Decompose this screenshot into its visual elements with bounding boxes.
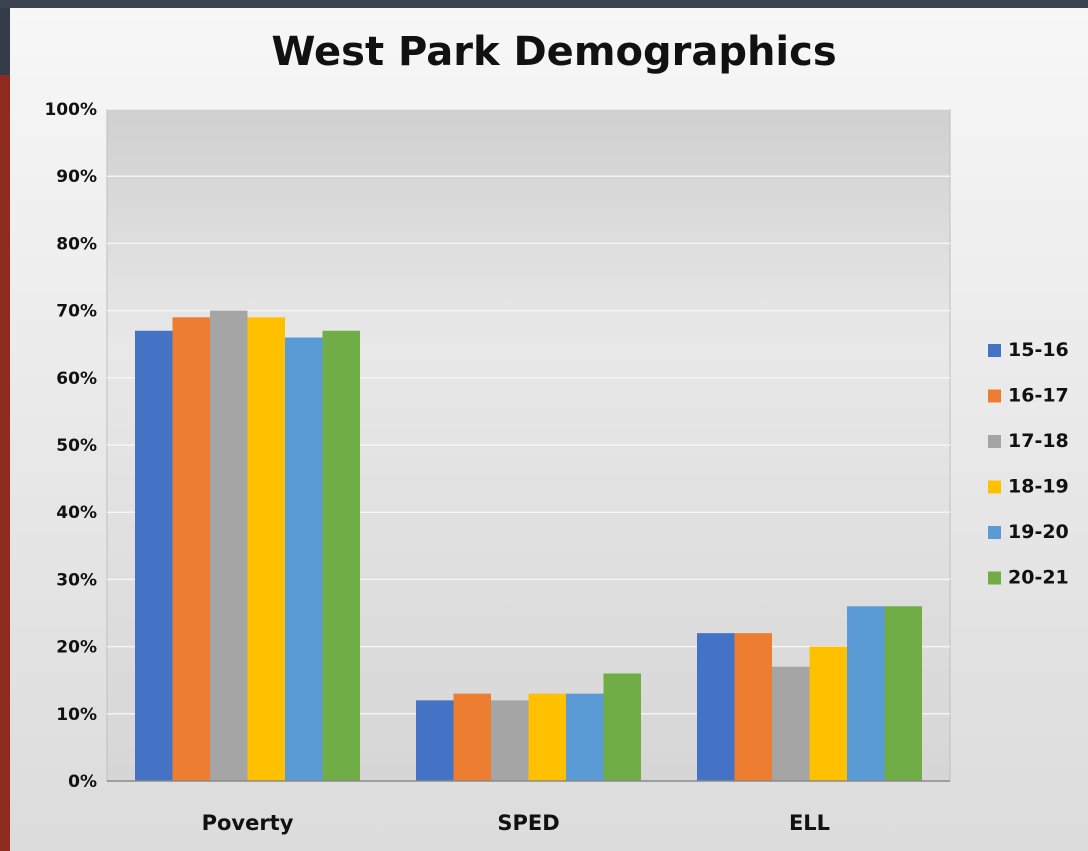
- chart-title: West Park Demographics: [271, 29, 836, 75]
- x-tick-label-sped: SPED: [497, 811, 559, 835]
- bar-15-16-sped: [416, 700, 454, 781]
- bar-18-19-sped: [528, 693, 566, 781]
- legend-swatch-15-16: [988, 344, 1001, 357]
- bar-17-18-poverty: [210, 310, 248, 781]
- bar-17-18-sped: [491, 700, 529, 781]
- y-tick-label: 30%: [56, 570, 97, 590]
- legend-swatch-16-17: [988, 389, 1001, 403]
- bar-20-21-ell: [884, 606, 922, 781]
- bars: [135, 310, 922, 781]
- bar-15-16-poverty: [135, 330, 173, 781]
- legend-label-19-20: 19-20: [1008, 521, 1069, 543]
- x-axis-ticks: Poverty SPED ELL: [202, 811, 830, 835]
- bar-20-21-poverty: [322, 330, 360, 781]
- bar-15-16-ell: [697, 633, 735, 781]
- bar-19-20-ell: [847, 606, 885, 781]
- bar-18-19-poverty: [247, 317, 285, 781]
- y-tick-label: 50%: [56, 436, 97, 456]
- window-top-bar: [0, 0, 1088, 8]
- bar-16-17-sped: [453, 693, 491, 781]
- legend-label-20-21: 20-21: [1008, 567, 1069, 589]
- y-axis-ticks: 0% 10% 20% 30% 40% 50% 60% 70% 80% 90% 100%: [44, 100, 97, 792]
- y-tick-label: 0%: [68, 772, 97, 792]
- legend-label-17-18: 17-18: [1008, 430, 1069, 452]
- bar-20-21-sped: [603, 673, 641, 781]
- bar-chart: West Park Demographics 0% 10% 20% 30% 40% 50%…: [44, 29, 1069, 835]
- bar-18-19-ell: [809, 646, 847, 781]
- legend-label-15-16: 15-16: [1008, 339, 1069, 361]
- y-tick-label: 20%: [56, 638, 97, 658]
- legend-swatch-19-20: [988, 526, 1001, 539]
- bar-19-20-sped: [566, 693, 604, 781]
- window-left-edge: [0, 8, 10, 75]
- legend-swatch-17-18: [988, 435, 1001, 448]
- y-tick-label: 100%: [44, 100, 97, 120]
- y-tick-label: 60%: [56, 369, 97, 389]
- x-tick-label-ell: ELL: [789, 811, 830, 835]
- chart-card: West Park Demographics 0% 10% 20% 30% 40% 50%…: [10, 8, 1088, 851]
- legend: 15-16 16-17 17-18 18-19 19-20 20-21: [988, 339, 1069, 589]
- y-tick-label: 90%: [56, 167, 97, 187]
- x-tick-label-poverty: Poverty: [202, 811, 294, 835]
- bar-19-20-poverty: [285, 337, 323, 781]
- slide-accent-stripe: [0, 75, 10, 851]
- bar-16-17-ell: [734, 633, 772, 781]
- y-tick-label: 70%: [56, 302, 97, 322]
- y-tick-label: 40%: [56, 503, 97, 523]
- bar-16-17-poverty: [172, 317, 210, 781]
- legend-label-16-17: 16-17: [1008, 385, 1069, 407]
- legend-swatch-20-21: [988, 571, 1001, 585]
- bar-17-18-ell: [772, 666, 810, 781]
- y-tick-label: 80%: [56, 234, 97, 254]
- legend-swatch-18-19: [988, 480, 1001, 494]
- y-tick-label: 10%: [56, 705, 97, 725]
- legend-label-18-19: 18-19: [1008, 476, 1069, 498]
